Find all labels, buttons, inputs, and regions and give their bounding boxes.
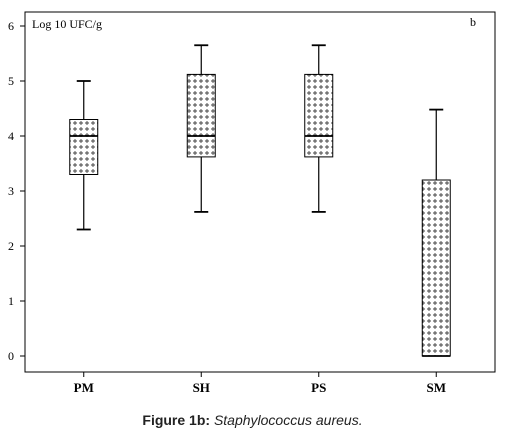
boxes xyxy=(69,44,451,357)
iqr-box xyxy=(186,73,216,158)
x-tick-label: SM xyxy=(427,380,447,395)
box-plot: Log 10 UFC/g b 0 1 2 3 4 5 6 PM SH PS SM xyxy=(8,11,496,395)
y-tick-label: 2 xyxy=(8,239,14,253)
y-axis-label: Log 10 UFC/g xyxy=(32,17,102,31)
x-tick-label: PM xyxy=(74,380,94,395)
box-ps xyxy=(304,44,334,213)
iqr-box xyxy=(69,119,99,175)
x-axis: PM SH PS SM xyxy=(74,372,446,395)
plot-frame xyxy=(24,11,496,373)
caption-label: Figure 1b: xyxy=(142,412,211,428)
box-pm xyxy=(69,80,99,231)
y-tick-label: 3 xyxy=(8,184,14,198)
x-tick-label: PS xyxy=(311,380,326,395)
y-tick-label: 1 xyxy=(8,294,14,308)
y-tick-label: 4 xyxy=(8,129,14,143)
y-axis: 0 1 2 3 4 5 6 xyxy=(8,19,25,363)
y-tick-label: 6 xyxy=(8,19,14,33)
iqr-box xyxy=(421,179,451,357)
x-tick-label: SH xyxy=(193,380,210,395)
caption-text: Staphylococcus aureus. xyxy=(213,412,363,428)
box-sm xyxy=(421,108,451,357)
panel-label: b xyxy=(470,15,476,29)
iqr-box xyxy=(304,73,334,158)
y-tick-label: 0 xyxy=(8,349,14,363)
box-sh xyxy=(186,44,216,213)
y-tick-label: 5 xyxy=(8,74,14,88)
figure-caption: Figure 1b: Staphylococcus aureus. xyxy=(0,412,505,428)
